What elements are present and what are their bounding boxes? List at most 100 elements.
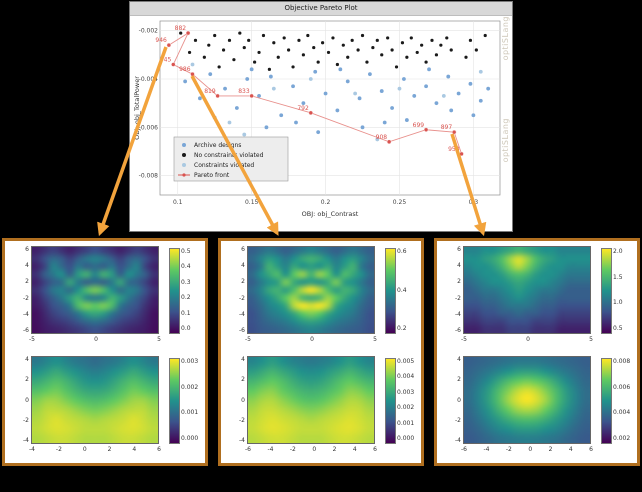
archive-design-point	[427, 67, 431, 72]
feasible-design-point	[193, 38, 198, 42]
tick-label: 4	[25, 262, 29, 270]
tick-label: -4	[239, 310, 245, 318]
pareto-point[interactable]	[451, 129, 457, 135]
legend-label[interactable]: Pareto front	[194, 172, 230, 179]
feasible-design-point	[464, 55, 468, 59]
feasible-design-point	[272, 41, 276, 45]
feasible-design-point	[346, 55, 350, 59]
pareto-point[interactable]	[166, 42, 172, 48]
tick-label: -4	[455, 437, 461, 444]
x-tick-label: 0.25	[393, 199, 407, 206]
archive-design-point	[360, 125, 365, 130]
colorbar-gradient	[385, 358, 396, 444]
tick-label: 2	[548, 446, 553, 453]
legend-marker	[182, 143, 186, 147]
pareto-point[interactable]	[190, 71, 195, 77]
tick-label: 0.6	[397, 248, 407, 255]
violated-design-point	[308, 77, 313, 81]
legend-marker	[182, 173, 186, 177]
tick-label: 2	[457, 376, 461, 384]
tick-label: 2	[25, 376, 29, 384]
pareto-point[interactable]	[185, 30, 191, 36]
tick-label: 0.001	[397, 419, 415, 427]
tick-label: 5	[157, 336, 161, 343]
pareto-point[interactable]	[459, 151, 464, 157]
pareto-point-label: 882	[175, 25, 187, 32]
x-axis-label: OBJ: obj_Contrast	[302, 210, 359, 218]
archive-design-point	[456, 91, 461, 96]
feasible-design-point	[217, 65, 221, 69]
field-heatmap	[463, 246, 591, 334]
tick-label: 4	[241, 356, 245, 363]
violated-design-point	[478, 69, 483, 74]
archive-design-point	[223, 86, 227, 91]
tick-label: 0.005	[397, 358, 415, 365]
pareto-point[interactable]	[386, 139, 392, 145]
legend-marker	[182, 153, 186, 157]
archive-design-point	[264, 125, 269, 130]
feasible-design-point	[261, 33, 266, 38]
feasible-design-point	[331, 36, 335, 40]
tick-label: 2.0	[613, 248, 623, 255]
feasible-design-point	[257, 50, 261, 55]
legend-label[interactable]: No constraints violated	[194, 152, 264, 159]
feasible-design-point	[356, 48, 360, 52]
tick-label: 5	[373, 336, 377, 343]
feasible-design-point	[316, 60, 320, 64]
tick-label: 0.4	[181, 263, 191, 271]
tick-label: -4	[23, 310, 29, 318]
feasible-design-point	[238, 31, 242, 35]
pareto-point[interactable]	[308, 110, 313, 116]
feasible-design-point	[415, 50, 419, 55]
violated-design-point	[190, 62, 195, 67]
tick-label: -2	[289, 446, 296, 453]
feasible-design-point	[207, 43, 211, 47]
heatmap-x-axis: -6 -4 -2 0 2 4 6	[245, 446, 377, 453]
tick-label: 0	[310, 336, 314, 343]
panel1-intensity-subplot: 4 2 0 -2 -4 -4 -2 0 2 4 6 0.003 0.002 0.001 0.000	[5, 356, 205, 456]
colorbar-ticks: 2.0 1.5 1.0 0.5	[613, 248, 637, 332]
violated-design-point	[271, 86, 276, 91]
y-tick-label: -0.006	[139, 124, 159, 131]
legend-label[interactable]: Constraints violated	[194, 162, 254, 169]
tick-label: 4	[457, 262, 461, 270]
violated-design-point	[227, 120, 232, 125]
feasible-design-point	[301, 53, 305, 57]
tick-label: 0.001	[181, 409, 199, 417]
pareto-point[interactable]	[215, 93, 220, 99]
pareto-plot-window: Objective Pareto Plot 0.1 0.15 0.2 0.25 0.3 -…	[129, 1, 513, 232]
pareto-point-label: 699	[413, 122, 425, 129]
tick-label: 0	[94, 336, 98, 343]
feasible-design-point	[386, 36, 390, 40]
x-tick-label: 0.2	[321, 199, 331, 206]
tick-label: 0	[82, 446, 87, 453]
archive-design-point	[412, 94, 417, 98]
heatmap-x-axis: -4 -2 0 2 4 6	[29, 446, 161, 453]
feasible-design-point	[380, 53, 384, 57]
archive-design-point	[335, 108, 340, 113]
pareto-point[interactable]	[249, 93, 254, 99]
archive-design-point	[313, 69, 318, 74]
tick-label: -2	[239, 416, 245, 424]
tick-label: -5	[29, 336, 35, 343]
feasible-design-point	[227, 38, 232, 42]
archive-design-point	[208, 72, 213, 77]
archive-design-point	[449, 108, 454, 113]
tick-label: 0.006	[613, 383, 631, 391]
archive-design-point	[345, 79, 350, 84]
pareto-point[interactable]	[423, 127, 429, 132]
legend-label[interactable]: Archive designs	[194, 142, 241, 149]
feasible-design-point	[321, 41, 325, 45]
pareto-point[interactable]	[171, 62, 176, 67]
feasible-design-point	[434, 53, 439, 57]
tick-label: 0.3	[181, 278, 191, 286]
feasible-design-point	[326, 50, 331, 55]
feasible-design-point	[483, 33, 487, 38]
archive-design-point	[357, 96, 362, 101]
legend-marker	[182, 163, 186, 167]
tick-label: -6	[455, 326, 461, 334]
feasible-design-point	[202, 55, 206, 59]
feasible-design-point	[400, 41, 405, 45]
tick-label: 0.2	[397, 325, 407, 332]
colorbar-gradient	[601, 248, 612, 334]
